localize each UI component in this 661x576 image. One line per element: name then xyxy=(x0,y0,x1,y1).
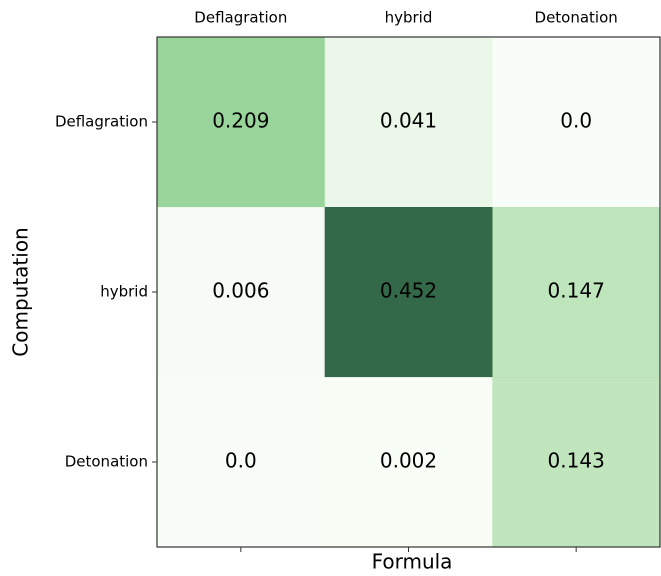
heatmap-cell xyxy=(157,377,326,548)
heatmap-cell xyxy=(324,207,493,378)
x-tick-label: Deflagration xyxy=(194,9,287,27)
y-axis-label: Computation xyxy=(9,227,33,356)
y-tick-label: Detonation xyxy=(65,453,148,471)
x-axis-label: Formula xyxy=(372,550,453,574)
heatmap-cell xyxy=(492,377,661,548)
cell-label: 0.209 xyxy=(212,109,269,133)
cell-label: 0.0 xyxy=(560,109,592,133)
x-tick-label: Detonation xyxy=(535,9,618,27)
cell-label: 0.006 xyxy=(212,279,269,303)
cell-label: 0.041 xyxy=(380,109,437,133)
cell-label: 0.147 xyxy=(548,279,605,303)
heatmap-cell xyxy=(157,207,326,378)
cell-label: 0.143 xyxy=(548,449,605,473)
heatmap-cell xyxy=(324,377,493,548)
x-tick-label: hybrid xyxy=(385,9,433,27)
y-tick-label: Deflagration xyxy=(55,113,148,131)
heatmap-cell xyxy=(157,37,326,208)
heatmap-cell xyxy=(492,207,661,378)
y-tick-label: hybrid xyxy=(100,283,148,301)
cell-label: 0.452 xyxy=(380,279,437,303)
heatmap-cell xyxy=(324,37,493,208)
heatmap-cell xyxy=(492,37,661,208)
cell-label: 0.002 xyxy=(380,449,437,473)
cell-label: 0.0 xyxy=(225,449,257,473)
